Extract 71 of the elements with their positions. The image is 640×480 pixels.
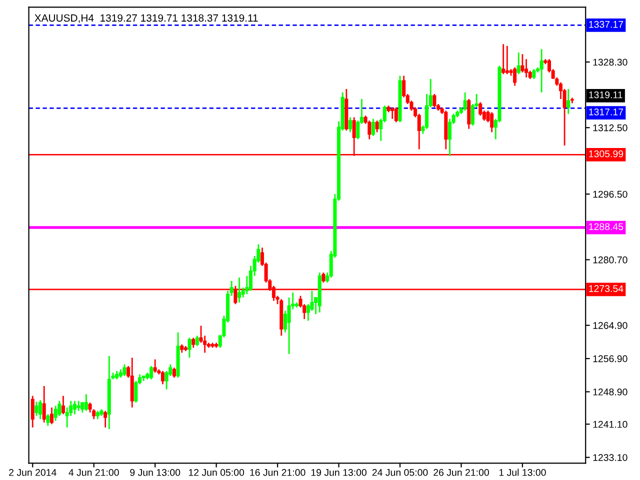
candlestick — [42, 385, 46, 424]
candlestick — [172, 366, 176, 378]
candlestick — [505, 45, 509, 75]
candlestick — [322, 272, 326, 284]
x-tick-label: 4 Jun 21:00 — [68, 469, 119, 476]
ref-line-label: 1305.99 — [589, 150, 624, 158]
candlestick — [50, 406, 54, 425]
candlestick — [80, 402, 84, 414]
candlestick — [448, 118, 452, 157]
candlestick — [467, 98, 471, 130]
candlestick — [432, 93, 436, 108]
y-tick-label: 1296.50 — [593, 190, 628, 198]
candlestick — [524, 58, 528, 78]
candlestick — [540, 48, 544, 94]
candlestick — [566, 88, 570, 115]
text: 1319.11 — [589, 91, 622, 98]
candlestick — [153, 358, 157, 374]
y-tick-label: 1248.90 — [593, 388, 628, 396]
candlestick — [394, 106, 398, 123]
candlestick — [478, 102, 482, 116]
candlestick — [195, 335, 199, 347]
ref-line-label: 1273.54 — [589, 285, 624, 292]
candlestick — [516, 52, 520, 75]
candlestick — [375, 120, 379, 133]
candlestick — [122, 364, 126, 377]
y-tick-label: 1241.10 — [593, 420, 628, 428]
candlestick — [348, 116, 352, 133]
candlestick — [520, 53, 524, 74]
ref-line-label: 1288.45 — [589, 223, 624, 230]
candlestick — [368, 120, 372, 140]
candlestick — [502, 43, 506, 75]
candlestick — [390, 106, 394, 120]
x-tick-label: 19 Jun 13:00 — [311, 469, 367, 476]
y-tick-label: 1280.70 — [593, 256, 628, 264]
candlestick — [150, 365, 154, 380]
x-tick-label: 2 Jun 2014 — [9, 469, 56, 476]
y-tick-label: 1264.90 — [593, 322, 628, 329]
candlestick — [287, 296, 291, 355]
y-tick-label: 1328.30 — [593, 58, 628, 66]
candlestick — [84, 394, 88, 412]
x-tick-label: 16 Jun 21:00 — [250, 469, 306, 476]
candlestick — [490, 112, 494, 133]
x-tick-label: 9 Jun 13:00 — [130, 469, 180, 476]
candlestick — [104, 410, 108, 428]
x-tick-label: 12 Jun 05:00 — [188, 469, 244, 476]
candlestick — [463, 92, 467, 112]
ref-line-label: 1337.17 — [589, 20, 624, 28]
x-tick-label: 1 Jul 13:00 — [499, 468, 546, 476]
candlestick — [192, 337, 196, 348]
candlestick — [54, 405, 58, 422]
ref-line-label: 1317.17 — [589, 108, 624, 116]
x-tick-label: 26 Jun 21:00 — [434, 469, 489, 476]
candlestick — [188, 337, 192, 358]
candlestick — [30, 395, 34, 428]
candlestick — [513, 66, 517, 86]
y-tick-label: 1233.10 — [593, 454, 628, 462]
y-tick-label: 1312.50 — [593, 124, 628, 132]
candlestick — [46, 414, 50, 427]
candlestick — [34, 401, 38, 417]
candlestick — [72, 400, 76, 415]
candlestick — [38, 399, 42, 420]
x-tick-label: 24 Jun 05:00 — [372, 469, 428, 476]
y-tick-label: 1256.90 — [593, 355, 628, 362]
candlestick — [238, 276, 242, 304]
candlestick — [532, 68, 536, 80]
candlestick — [76, 400, 80, 412]
candlestick — [160, 370, 164, 385]
candlestick — [61, 395, 65, 415]
candlestick — [371, 118, 375, 137]
candlestick — [58, 400, 62, 417]
text: XAUUSD,H4 1319.27 1319.71 1318.37 1319.11 — [34, 14, 258, 23]
